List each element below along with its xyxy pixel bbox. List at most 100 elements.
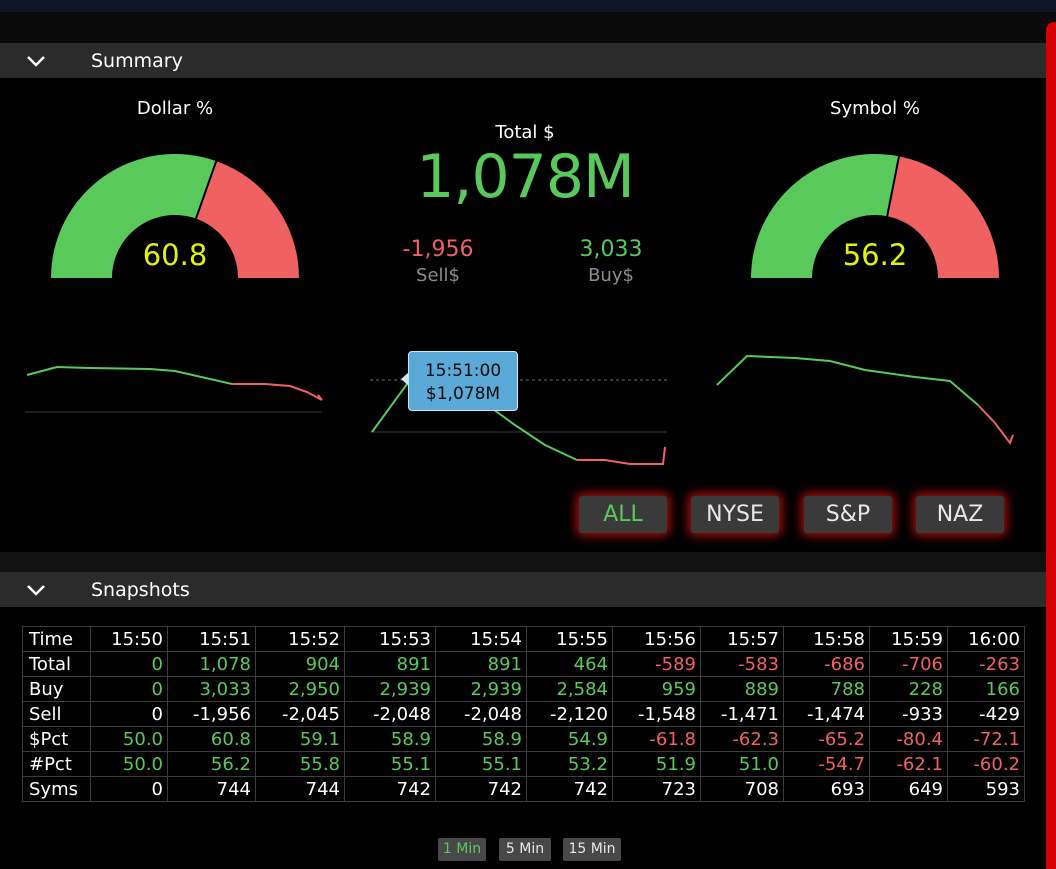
table-row: Syms 0 744 744 742 742 742 723 708 693 649 593 — [22, 776, 1025, 802]
column-header: 15:54 — [435, 626, 527, 652]
table-row: Buy 0 3,033 2,950 2,939 2,939 2,584 959 889 788 22… — [22, 676, 1025, 702]
symbol-pct-sparkline — [716, 354, 1014, 446]
column-header: 16:00 — [947, 626, 1025, 652]
snapshots-section-label: Snapshots — [91, 578, 190, 601]
exchange-button-sp[interactable]: S&P — [804, 496, 892, 533]
table-cell: 0 — [90, 776, 168, 802]
column-header: 15:56 — [612, 626, 701, 652]
table-cell: 58.9 — [344, 726, 436, 752]
section-divider — [0, 552, 1046, 572]
snapshots-table: Time 15:50 15:51 15:52 15:53 15:54 15:55 15:56 1… — [22, 626, 1025, 802]
table-cell: 0 — [90, 651, 168, 677]
summary-section-header[interactable]: Summary — [0, 43, 1046, 78]
table-cell: -2,120 — [526, 701, 613, 727]
column-header: 15:59 — [869, 626, 948, 652]
table-cell: 904 — [255, 651, 345, 677]
sell-value: -1,956 — [402, 237, 474, 262]
table-header-row: Time 15:50 15:51 15:52 15:53 15:54 15:55 15:56 1… — [22, 626, 1025, 652]
column-header-time: Time — [22, 626, 91, 652]
sparkline-negative-segment — [232, 383, 323, 401]
gauge-divider — [195, 160, 218, 219]
table-cell: -686 — [783, 651, 870, 677]
table-row: #Pct 50.0 56.2 55.8 55.1 55.1 53.2 51.9 51.0 -54.… — [22, 751, 1025, 777]
interval-button-15min[interactable]: 15 Min — [563, 838, 621, 861]
total-value: 1,078M — [416, 142, 635, 212]
table-cell: -589 — [612, 651, 701, 677]
table-cell: 55.1 — [435, 751, 527, 777]
table-cell: 56.2 — [167, 751, 256, 777]
table-cell: -62.1 — [869, 751, 948, 777]
window-top-bar — [0, 0, 1056, 12]
table-cell: -72.1 — [947, 726, 1025, 752]
dollar-gauge — [51, 154, 299, 278]
column-header: 15:57 — [700, 626, 784, 652]
table-cell: 58.9 — [435, 726, 527, 752]
table-cell: 3,033 — [167, 676, 256, 702]
interval-button-1min[interactable]: 1 Min — [438, 838, 486, 861]
interval-button-5min[interactable]: 5 Min — [499, 838, 551, 861]
toolbar-strip — [0, 12, 1056, 43]
table-cell: -2,048 — [344, 701, 436, 727]
table-cell: 55.1 — [344, 751, 436, 777]
table-cell: 464 — [526, 651, 613, 677]
sparkline-positive-segment — [716, 354, 979, 406]
exchange-button-nyse[interactable]: NYSE — [691, 496, 779, 533]
table-cell: 51.0 — [700, 751, 784, 777]
row-label: Syms — [22, 776, 91, 802]
table-cell: 891 — [344, 651, 436, 677]
table-cell: 593 — [947, 776, 1025, 802]
table-cell: 60.8 — [167, 726, 256, 752]
table-cell: -61.8 — [612, 726, 701, 752]
table-cell: 51.9 — [612, 751, 701, 777]
table-cell: -706 — [869, 651, 948, 677]
snapshots-section-header[interactable]: Snapshots — [0, 572, 1046, 607]
sparkline-negative-segment — [577, 446, 666, 465]
symbol-gauge-value: 56.2 — [842, 238, 908, 272]
table-cell: 889 — [700, 676, 784, 702]
column-header: 15:55 — [526, 626, 613, 652]
tooltip-time: 15:51:00 — [424, 361, 502, 381]
tooltip-value: $1,078M — [425, 384, 501, 404]
column-header: 15:58 — [783, 626, 870, 652]
table-cell: 744 — [167, 776, 256, 802]
table-cell: 788 — [783, 676, 870, 702]
chart-tooltip: 15:51:00 $1,078M — [401, 351, 518, 411]
table-cell: -1,474 — [783, 701, 870, 727]
table-cell: 723 — [612, 776, 701, 802]
row-label: #Pct — [22, 751, 91, 777]
scrollbar[interactable] — [1046, 22, 1056, 869]
dollar-pct-sparkline — [25, 365, 323, 413]
exchange-button-all[interactable]: ALL — [579, 496, 667, 533]
table-cell: 742 — [344, 776, 436, 802]
buy-label: Buy$ — [588, 265, 634, 286]
table-cell: 2,939 — [435, 676, 527, 702]
table-cell: 891 — [435, 651, 527, 677]
gauge-negative-arc — [887, 156, 999, 278]
row-label: Buy — [22, 676, 91, 702]
exchange-button-naz[interactable]: NAZ — [916, 496, 1004, 533]
chevron-down-icon[interactable] — [25, 579, 47, 601]
table-cell: -2,048 — [435, 701, 527, 727]
table-cell: 1,078 — [167, 651, 256, 677]
table-cell: -2,045 — [255, 701, 345, 727]
table-cell: -80.4 — [869, 726, 948, 752]
table-cell: -1,471 — [700, 701, 784, 727]
buy-value: 3,033 — [579, 237, 643, 262]
gauge-positive-arc — [51, 154, 217, 278]
table-cell: 228 — [869, 676, 948, 702]
table-cell: 55.8 — [255, 751, 345, 777]
table-cell: 50.0 — [90, 726, 168, 752]
table-cell: 744 — [255, 776, 345, 802]
table-cell: -429 — [947, 701, 1025, 727]
chevron-down-icon[interactable] — [25, 50, 47, 72]
gauge-negative-arc — [195, 161, 299, 278]
gauge-positive-arc — [751, 154, 900, 278]
table-cell: -1,956 — [167, 701, 256, 727]
table-cell: 59.1 — [255, 726, 345, 752]
table-cell: -54.7 — [783, 751, 870, 777]
sparkline-positive-segment — [26, 365, 233, 385]
table-cell: 2,950 — [255, 676, 345, 702]
table-cell: 708 — [700, 776, 784, 802]
table-cell: 649 — [869, 776, 948, 802]
sparkline-negative-segment — [977, 404, 1014, 446]
